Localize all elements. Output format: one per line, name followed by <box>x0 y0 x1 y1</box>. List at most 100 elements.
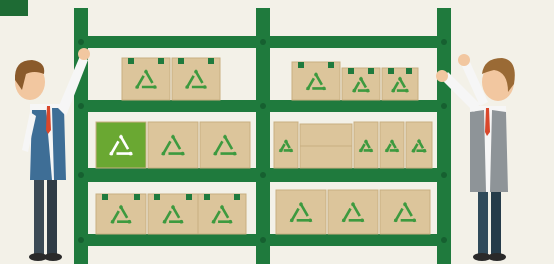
arrow-head <box>110 152 114 156</box>
arrow-head <box>290 218 294 222</box>
box <box>354 122 378 168</box>
arrow-head <box>233 152 237 156</box>
arrow-head <box>162 152 166 156</box>
arrow-head <box>171 135 175 139</box>
arrow-head <box>366 89 370 93</box>
arrow-head <box>220 205 224 209</box>
arrow-head <box>403 203 407 207</box>
leg <box>491 190 501 256</box>
hand <box>458 54 470 66</box>
arrow-head <box>119 135 123 139</box>
bolt <box>441 172 447 178</box>
arrow-head <box>385 149 389 153</box>
arrow-head <box>412 149 416 153</box>
arrow-head <box>398 77 402 81</box>
leg <box>34 176 44 256</box>
arrow-head <box>284 140 288 144</box>
box <box>328 190 378 234</box>
box <box>342 68 380 100</box>
arrow-head <box>171 205 175 209</box>
arrow-head <box>306 87 310 91</box>
arrow-head <box>412 218 416 222</box>
tape <box>298 62 304 68</box>
tape <box>154 194 160 200</box>
illustration <box>0 0 554 264</box>
arrow-head <box>314 73 318 77</box>
tape <box>328 62 334 68</box>
box <box>274 122 298 168</box>
arrow-head <box>185 85 189 89</box>
shoe <box>44 253 62 261</box>
box <box>380 190 430 234</box>
arrow-head <box>342 218 346 222</box>
arrow-head <box>369 149 373 153</box>
arrow-head <box>392 89 396 93</box>
arrow-head <box>395 149 399 153</box>
arrow-head <box>289 149 293 153</box>
shoe <box>488 253 506 261</box>
bolt <box>441 103 447 109</box>
arrow-head <box>353 89 357 93</box>
page: (() => { const data = JSON.parse(documen… <box>0 0 554 264</box>
arrow-head <box>299 203 303 207</box>
arrow-head <box>423 149 427 153</box>
tape <box>208 58 214 64</box>
tape <box>158 58 164 64</box>
arrow-head <box>212 220 216 224</box>
arrow-head <box>144 70 148 74</box>
arrow-head <box>229 220 233 224</box>
box <box>96 122 146 168</box>
arrow-head <box>181 152 185 156</box>
tape <box>406 68 412 74</box>
bolt <box>441 237 447 243</box>
tape <box>368 68 374 74</box>
arrow-head <box>111 220 115 224</box>
tape <box>134 194 140 200</box>
tape <box>178 58 184 64</box>
bolt <box>78 103 84 109</box>
box <box>380 122 404 168</box>
arrow-head <box>417 139 421 143</box>
box <box>382 68 418 100</box>
bolt <box>78 172 84 178</box>
arrow-head <box>360 218 364 222</box>
arrow-head <box>119 205 123 209</box>
arrow-head <box>223 135 227 139</box>
bolt <box>260 237 266 243</box>
arrow-head <box>163 220 167 224</box>
arrow-head <box>180 220 184 224</box>
arrow-head <box>214 152 218 156</box>
tape <box>204 194 210 200</box>
arrow-head <box>308 218 312 222</box>
arrow-head <box>135 85 139 89</box>
bolt <box>78 237 84 243</box>
arrow-head <box>322 87 326 91</box>
tape <box>348 68 354 74</box>
arrow-head <box>194 70 198 74</box>
box <box>300 124 352 146</box>
arrow-head <box>359 77 363 81</box>
arrow-head <box>279 149 283 153</box>
arrow-head <box>364 140 368 144</box>
arrow-head <box>128 220 132 224</box>
arrow-head <box>405 89 409 93</box>
arrow-head <box>359 149 363 153</box>
bolt <box>260 39 266 45</box>
tape <box>388 68 394 74</box>
box <box>200 122 250 168</box>
hand <box>436 70 448 82</box>
arrow-head <box>129 152 133 156</box>
box <box>148 122 198 168</box>
tape <box>234 194 240 200</box>
box <box>172 58 220 100</box>
leg <box>478 190 488 256</box>
hand <box>78 48 90 60</box>
box <box>276 190 326 234</box>
tape <box>102 194 108 200</box>
arrow-head <box>203 85 207 89</box>
box <box>300 146 352 168</box>
arrow-head <box>394 218 398 222</box>
leg <box>47 176 57 256</box>
tape <box>186 194 192 200</box>
arrow-head <box>390 140 394 144</box>
